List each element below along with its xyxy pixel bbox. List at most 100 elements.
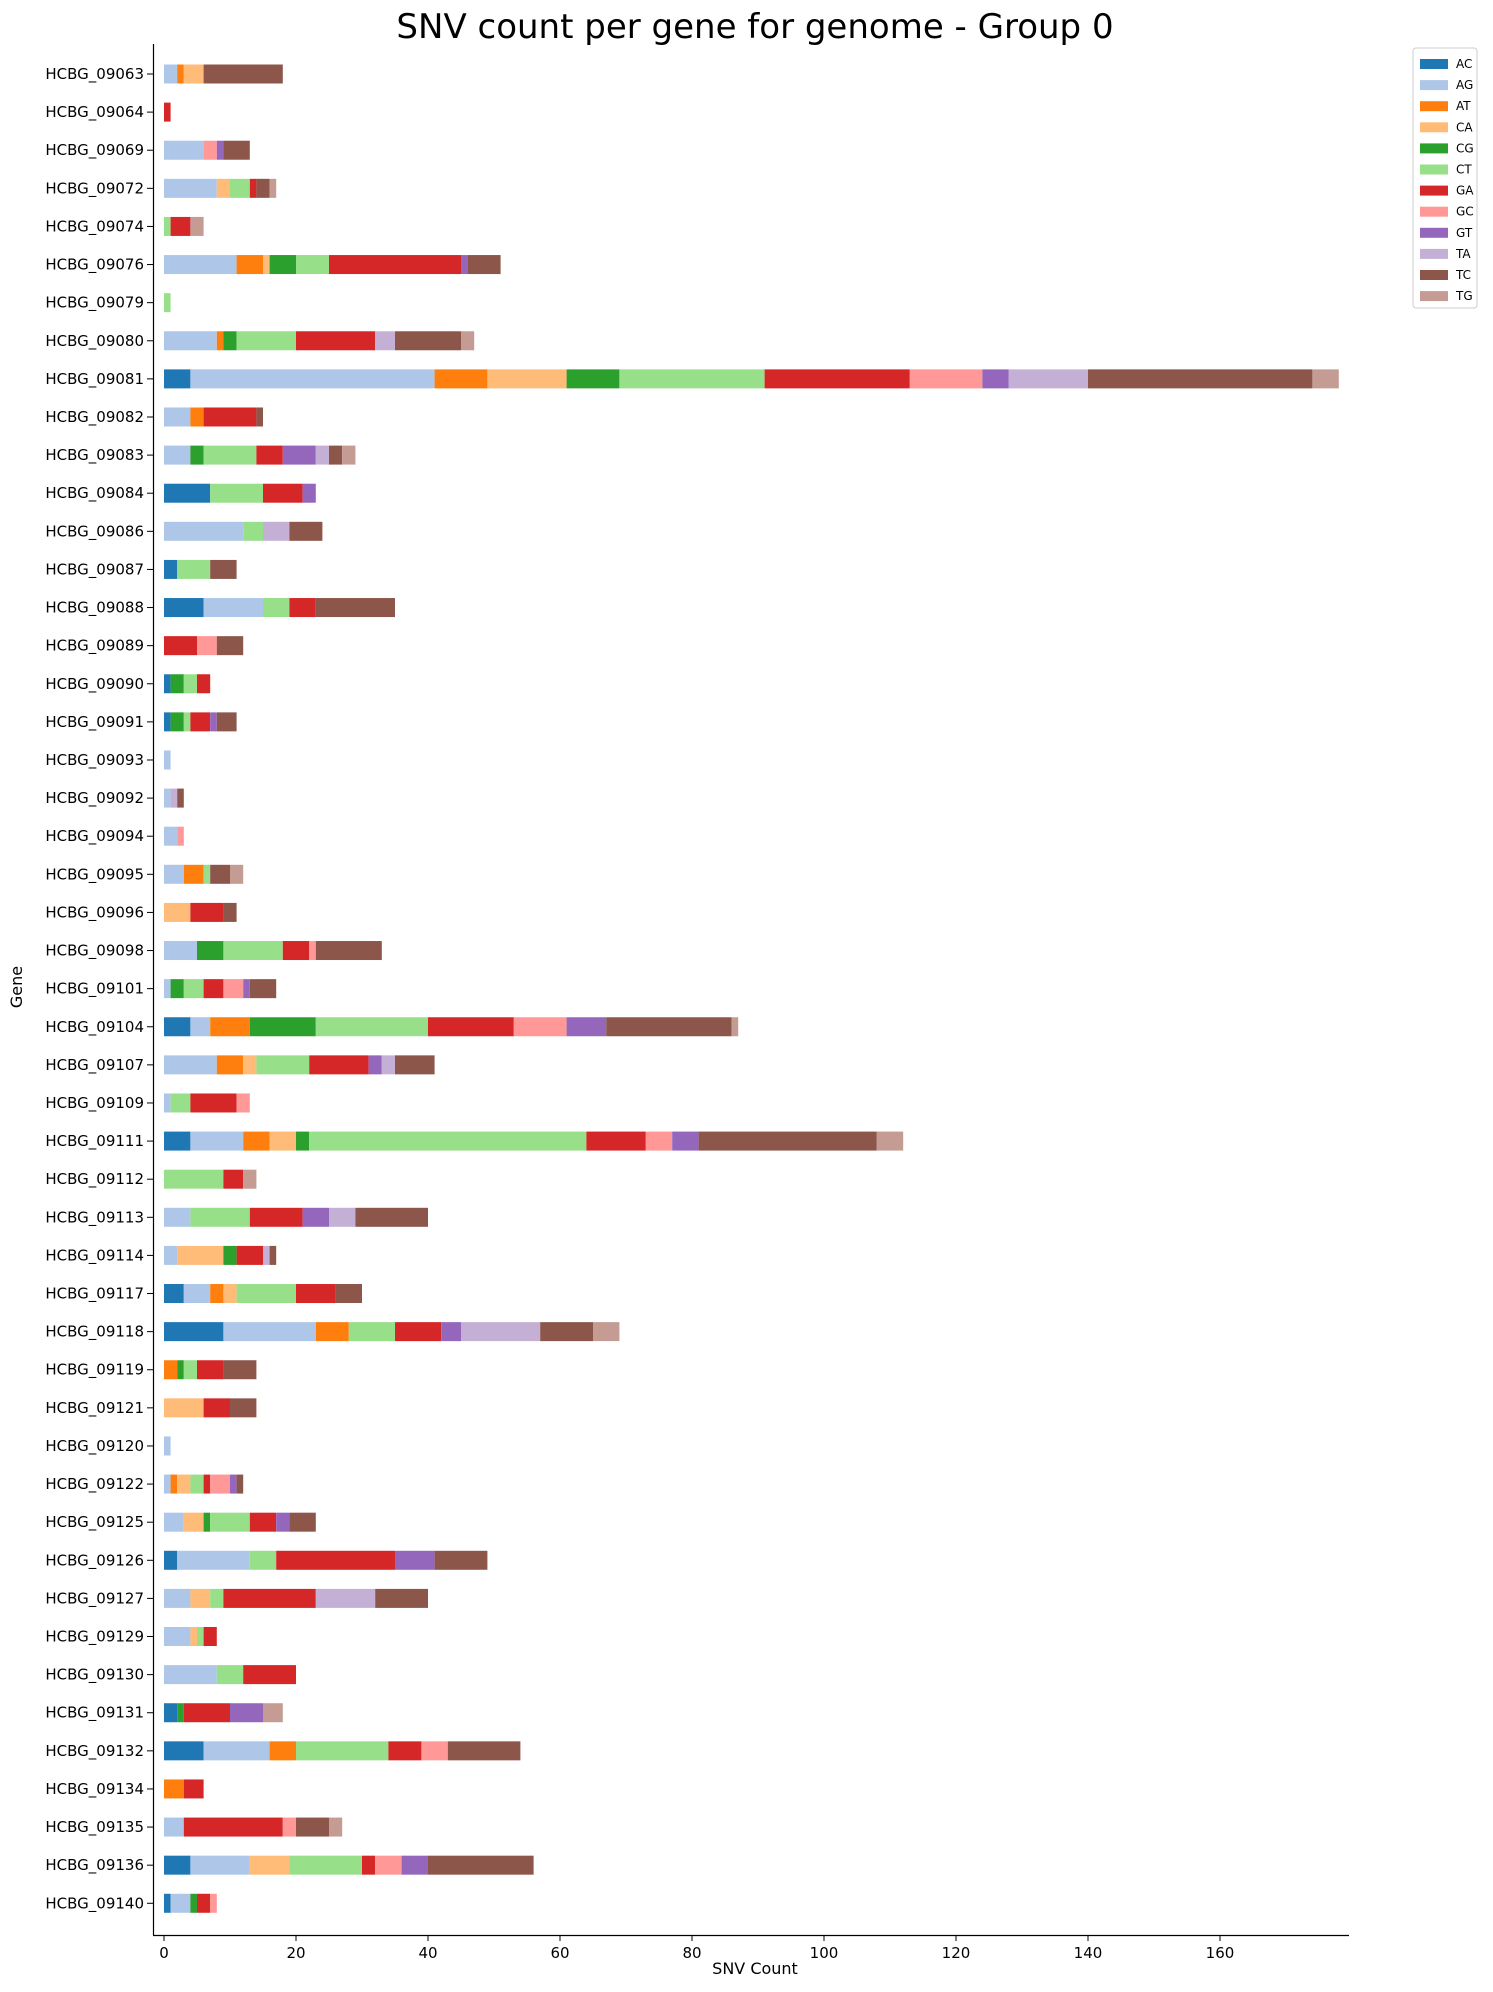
y-tick-label: HCBG_09113: [45, 1208, 144, 1227]
bar-HCBG_09083-GT: [282, 445, 316, 465]
y-tick-label: HCBG_09134: [45, 1780, 144, 1799]
bar-HCBG_09086-AG: [164, 521, 244, 541]
bar-HCBG_09090-AC: [164, 674, 171, 694]
bar-HCBG_09117-AG: [183, 1284, 211, 1304]
bar-HCBG_09072-AG: [164, 178, 217, 198]
bar-HCBG_09134-AT: [164, 1779, 184, 1799]
y-axis-label: Gene: [7, 966, 26, 1008]
bar-HCBG_09126-CT: [249, 1550, 277, 1570]
y-tick-label: HCBG_09119: [45, 1361, 144, 1380]
bar-HCBG_09114-TC: [269, 1245, 277, 1265]
bar-HCBG_09107-TC: [395, 1055, 435, 1075]
bar-HCBG_09090-GA: [197, 674, 211, 694]
bar-HCBG_09088-CT: [263, 598, 290, 618]
bar-HCBG_09104-GT: [566, 1017, 607, 1037]
bar-HCBG_09086-TA: [263, 521, 290, 541]
legend-swatch-GT: [1420, 227, 1448, 238]
y-tick-label: HCBG_09072: [45, 179, 144, 198]
chart-title: SNV count per gene for genome - Group 0: [396, 7, 1113, 47]
bar-HCBG_09107-CA: [243, 1055, 257, 1075]
x-tick-label: 120: [942, 1944, 971, 1962]
bar-HCBG_09080-TC: [395, 331, 461, 351]
bar-HCBG_09122-GT: [230, 1474, 237, 1494]
bar-HCBG_09089-GA: [164, 636, 197, 656]
x-axis-label: SNV Count: [712, 1959, 798, 1978]
y-tick-label: HCBG_09063: [45, 65, 144, 84]
bar-HCBG_09136-CT: [289, 1855, 362, 1875]
bar-HCBG_09096-GA: [190, 902, 224, 922]
bar-HCBG_09101-CG: [170, 979, 184, 999]
bar-HCBG_09117-CA: [223, 1284, 237, 1304]
y-tick-label: HCBG_09074: [45, 217, 144, 236]
bar-HCBG_09130-AG: [164, 1665, 217, 1685]
bar-HCBG_09126-TC: [434, 1550, 488, 1570]
bar-HCBG_09129-AG: [164, 1627, 191, 1647]
y-tick-label: HCBG_09127: [45, 1589, 144, 1608]
bar-HCBG_09127-CA: [190, 1588, 211, 1608]
bar-HCBG_09072-GA: [249, 178, 257, 198]
legend-label-AC: AC: [1456, 57, 1472, 71]
legend-label-AT: AT: [1456, 99, 1471, 113]
y-tick-label: HCBG_09081: [45, 370, 144, 389]
bar-HCBG_09113-GA: [249, 1207, 303, 1227]
y-tick-label: HCBG_09111: [45, 1132, 144, 1151]
y-tick-label: HCBG_09094: [45, 827, 144, 846]
bar-HCBG_09136-CA: [249, 1855, 290, 1875]
bar-HCBG_09095-TC: [210, 864, 230, 884]
bar-HCBG_09076-AT: [236, 255, 263, 275]
bar-HCBG_09092-AG: [164, 788, 171, 808]
bar-HCBG_09087-TC: [210, 559, 237, 579]
bar-HCBG_09118-AG: [223, 1322, 316, 1342]
bar-HCBG_09132-CT: [296, 1741, 389, 1761]
bar-HCBG_09126-AG: [177, 1550, 250, 1570]
bar-HCBG_09079-CT: [164, 293, 171, 313]
y-tick-label: HCBG_09104: [45, 1018, 144, 1037]
bar-HCBG_09083-GA: [256, 445, 283, 465]
x-tick-label: 100: [810, 1944, 839, 1962]
legend: AC AG AT CA CG CT GA GC GT TA TC TG: [1412, 47, 1478, 309]
bar-HCBG_09083-TG: [342, 445, 356, 465]
y-tick-label: HCBG_09088: [45, 599, 144, 618]
bar-HCBG_09109-AG: [164, 1093, 171, 1113]
bar-HCBG_09118-TC: [540, 1322, 593, 1342]
bar-HCBG_09131-AC: [164, 1703, 178, 1723]
bar-HCBG_09093-AG: [164, 750, 171, 770]
bar-HCBG_09081-CA: [487, 369, 567, 389]
legend-swatch-AC: [1420, 59, 1448, 69]
y-tick-label: HCBG_09101: [45, 980, 144, 999]
bar-HCBG_09098-CG: [197, 941, 224, 961]
bar-HCBG_09113-CT: [190, 1207, 250, 1227]
bar-HCBG_09127-GA: [223, 1588, 316, 1608]
bar-HCBG_09130-CT: [216, 1665, 244, 1685]
bar-HCBG_09131-TG: [263, 1703, 283, 1723]
bar-HCBG_09130-GA: [243, 1665, 296, 1685]
bar-HCBG_09125-CG: [203, 1512, 211, 1532]
bar-HCBG_09112-CT: [164, 1169, 224, 1189]
bar-HCBG_09096-TC: [223, 902, 237, 922]
bar-HCBG_09063-AG: [164, 64, 178, 84]
bar-HCBG_09076-CT: [296, 255, 329, 275]
bar-HCBG_09136-GT: [401, 1855, 428, 1875]
bar-HCBG_09087-AC: [164, 559, 178, 579]
bar-HCBG_09114-GA: [236, 1245, 263, 1265]
bar-HCBG_09125-CT: [210, 1512, 250, 1532]
y-tick-label: HCBG_09130: [45, 1666, 144, 1685]
legend-swatch-CA: [1420, 122, 1448, 133]
bar-HCBG_09088-GA: [289, 598, 316, 618]
bar-HCBG_09140-GC: [210, 1893, 217, 1913]
x-tick-label: 40: [418, 1944, 437, 1962]
bar-HCBG_09104-AG: [190, 1017, 211, 1037]
bar-HCBG_09132-GC: [421, 1741, 448, 1761]
bar-HCBG_09092-TA: [170, 788, 178, 808]
bar-HCBG_09095-AT: [183, 864, 204, 884]
bar-HCBG_09125-AG: [164, 1512, 184, 1532]
y-tick-label: HCBG_09069: [45, 141, 144, 160]
bar-HCBG_09069-TC: [223, 140, 250, 160]
y-tick-label: HCBG_09087: [45, 560, 144, 579]
y-tick-label: HCBG_09132: [45, 1742, 144, 1761]
bar-HCBG_09121-CA: [164, 1398, 204, 1418]
bar-HCBG_09127-AG: [164, 1588, 191, 1608]
bar-HCBG_09063-AT: [177, 64, 184, 84]
bar-HCBG_09083-TC: [329, 445, 343, 465]
